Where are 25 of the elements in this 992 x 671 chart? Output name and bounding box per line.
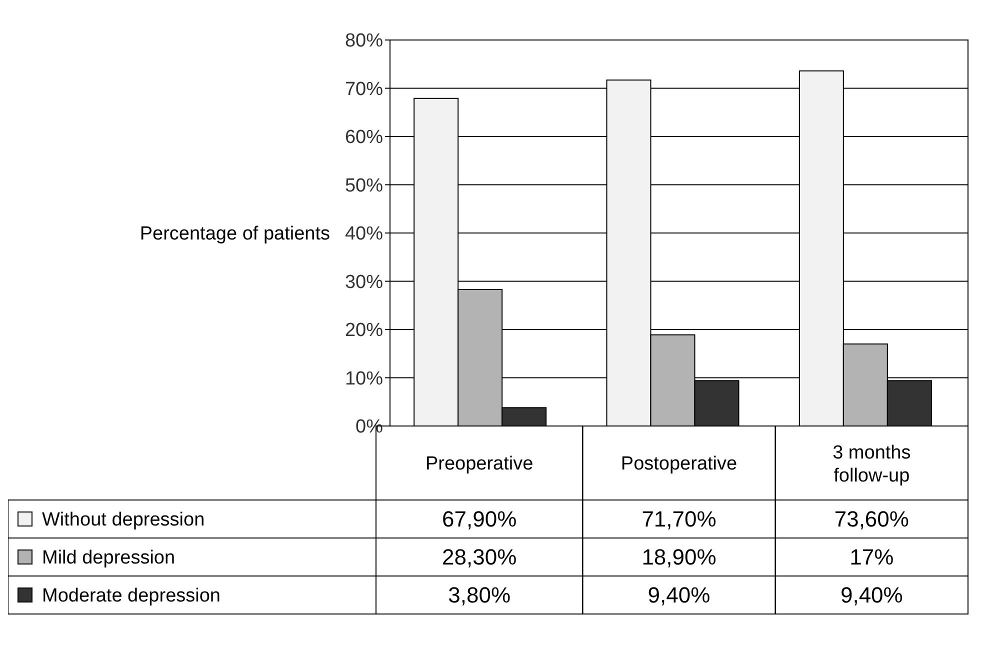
x-tick-label: Preoperative: [425, 454, 534, 475]
data-label: 9,40%: [840, 582, 903, 608]
y-tick-label: 40%: [344, 224, 384, 245]
data-label: 73,60%: [834, 506, 909, 532]
y-tick-label: 0%: [356, 416, 384, 438]
legend-label: Moderate depression: [42, 586, 220, 607]
data-label: 18,90%: [642, 544, 716, 570]
legend-label: Mild depression: [42, 548, 176, 569]
data-label: 71,70%: [642, 506, 716, 532]
x-tick-label: Postoperative: [620, 454, 738, 475]
y-tick-label: 60%: [344, 127, 384, 148]
y-tick-label: 10%: [344, 368, 384, 390]
y-tick-label: 80%: [344, 30, 384, 52]
data-label: 17%: [850, 544, 894, 570]
y-tick-label: 70%: [344, 78, 384, 100]
y-tick-label: 50%: [344, 175, 384, 196]
x-tick-label: 3 months follow-up: [832, 442, 911, 487]
data-label: 67,90%: [442, 506, 517, 532]
data-label: 3,80%: [448, 582, 511, 608]
data-label: 9,40%: [648, 582, 710, 608]
y-tick-label: 30%: [344, 272, 384, 293]
data-label: 28,30%: [442, 544, 517, 570]
y-axis-title: Percentage of patients: [140, 224, 330, 245]
y-tick-label: 20%: [344, 320, 384, 342]
legend-label: Without depression: [42, 510, 205, 531]
